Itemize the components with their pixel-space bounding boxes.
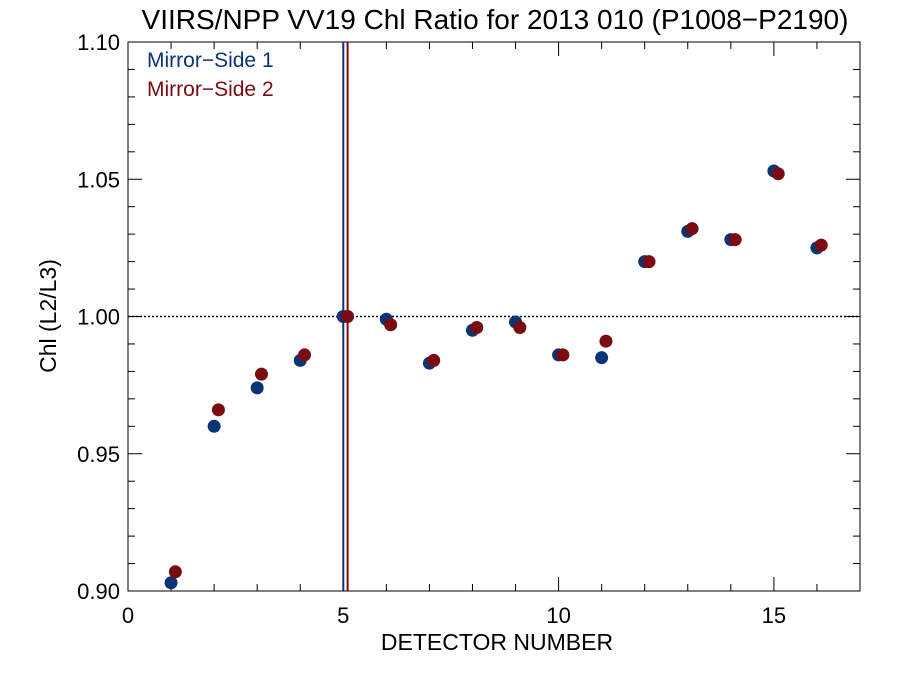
- point-side-1: [207, 419, 221, 433]
- x-tick-label: 10: [546, 603, 570, 628]
- point-side-2: [728, 233, 742, 247]
- point-side-2: [814, 238, 828, 252]
- point-side-1: [250, 381, 264, 395]
- x-tick-label: 0: [122, 603, 134, 628]
- point-side-2: [384, 318, 398, 332]
- legend-series-2: Mirror−Side 2: [147, 78, 274, 101]
- x-axis-label: DETECTOR NUMBER: [381, 629, 613, 655]
- point-side-2: [513, 320, 527, 334]
- data-points: [164, 164, 828, 590]
- y-tick-label: 0.90: [77, 579, 120, 604]
- point-side-2: [341, 310, 355, 323]
- y-tick-label: 1.10: [77, 30, 120, 55]
- point-side-2: [427, 353, 441, 367]
- point-side-2: [556, 348, 570, 362]
- point-side-2: [771, 167, 785, 181]
- y-tick-label: 1.00: [77, 305, 120, 330]
- point-side-2: [254, 367, 268, 381]
- point-side-2: [470, 320, 484, 334]
- point-side-1: [164, 576, 178, 590]
- legend-series-1: Mirror−Side 1: [147, 49, 274, 72]
- chart-title: VIIRS/NPP VV19 Chl Ratio for 2013 010 (P…: [142, 4, 849, 35]
- y-tick-label: 0.95: [77, 442, 120, 467]
- point-side-2: [168, 565, 182, 579]
- y-tick-label: 1.05: [77, 167, 120, 192]
- tick-labels: 0 5 10 15 0.90 0.95 1.00 1.05 1.10: [77, 30, 786, 628]
- point-side-1: [595, 351, 609, 365]
- point-side-2: [298, 348, 312, 362]
- x-tick-label: 5: [337, 603, 349, 628]
- y-axis-label: Chl (L2/L3): [35, 259, 61, 373]
- point-side-2: [599, 334, 613, 348]
- point-side-2: [642, 255, 656, 269]
- point-side-2: [685, 222, 699, 236]
- x-tick-label: 15: [762, 603, 786, 628]
- point-side-2: [211, 403, 225, 417]
